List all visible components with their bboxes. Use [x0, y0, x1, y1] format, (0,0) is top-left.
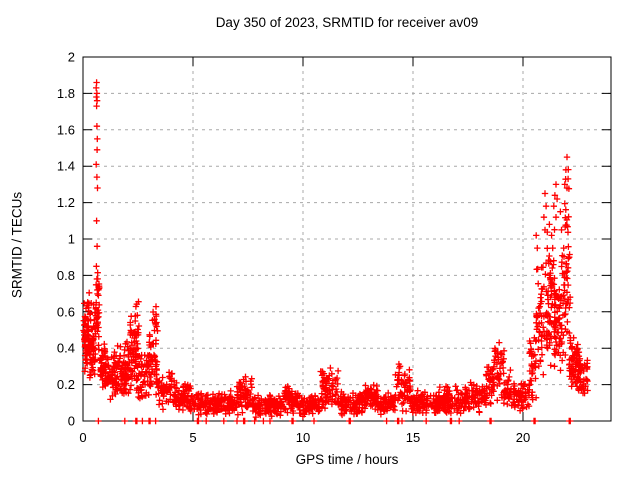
y-tick-label: 1.2 — [57, 195, 75, 210]
x-tick-label: 0 — [79, 430, 86, 445]
grid-lines — [83, 56, 611, 421]
y-tick-label: 1.6 — [57, 122, 75, 137]
x-tick-label: 20 — [516, 430, 530, 445]
y-tick-label: 1 — [68, 232, 75, 247]
chart-title: Day 350 of 2023, SRMTID for receiver av0… — [215, 15, 479, 30]
y-tick-label: 2 — [68, 50, 75, 65]
y-tick-label: 0.6 — [57, 304, 75, 319]
y-tick-label: 0.8 — [57, 268, 75, 283]
x-tick-label: 10 — [296, 430, 310, 445]
y-tick-label: 1.4 — [57, 159, 75, 174]
srmtid-data-points — [80, 79, 591, 425]
y-tick-label: 0 — [68, 414, 75, 429]
y-tick-label: 0.4 — [57, 341, 75, 356]
x-axis-title: GPS time / hours — [295, 452, 399, 467]
x-tick-label: 5 — [189, 430, 196, 445]
y-tick-label: 1.8 — [57, 86, 75, 101]
y-axis-title: SRMTID / TECUs — [9, 191, 25, 299]
x-tick-label: 15 — [406, 430, 420, 445]
y-tick-label: 0.2 — [57, 377, 75, 392]
